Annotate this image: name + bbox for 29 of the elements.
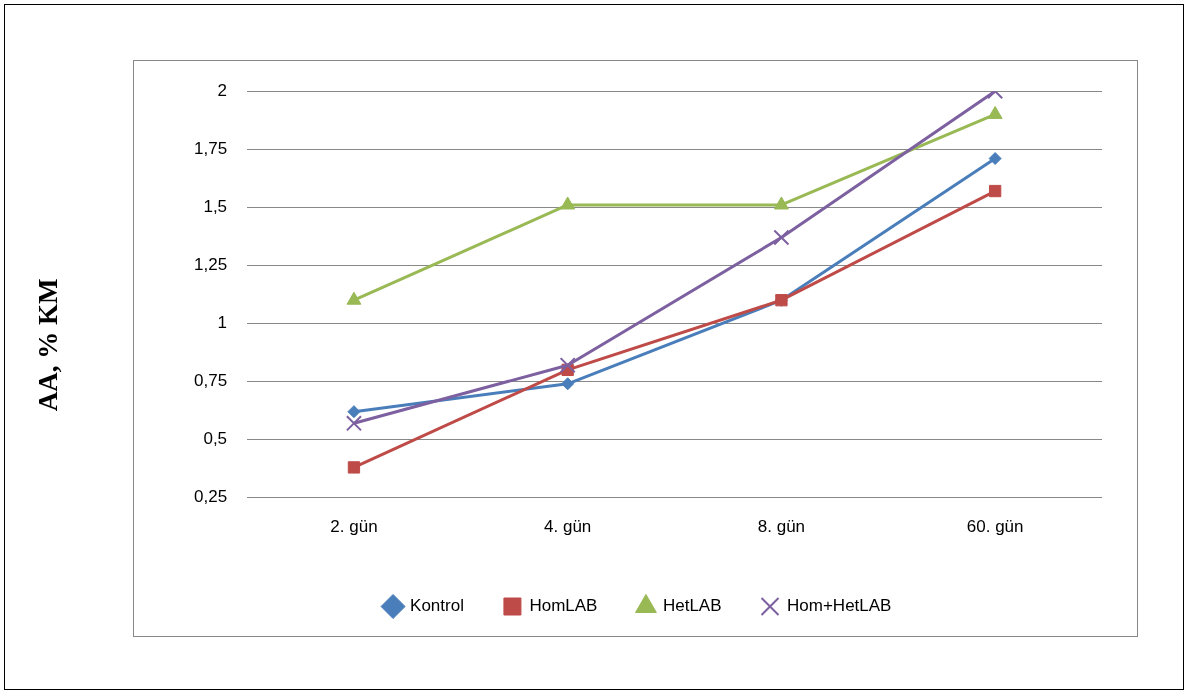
legend-label: HomLAB xyxy=(529,596,598,616)
y-tick-label: 1,25 xyxy=(193,255,228,275)
x-tick-label: 8. gün xyxy=(757,517,806,537)
x-tick-label: 4. gün xyxy=(544,517,592,537)
x-tick-label: 2. gün xyxy=(330,517,378,537)
point xyxy=(987,105,1003,119)
y-tick-label: 1 xyxy=(217,313,228,333)
point xyxy=(347,461,361,474)
point xyxy=(988,152,1002,166)
legend-label: Hom+HetLAB xyxy=(787,596,892,616)
y-tick-label: 1,75 xyxy=(193,138,228,158)
y-tick-label: 0,25 xyxy=(193,487,228,507)
point xyxy=(559,357,576,374)
y-tick-label: 1,5 xyxy=(203,197,228,216)
point xyxy=(561,377,575,391)
legend-label: HetLAB xyxy=(662,596,722,616)
y-tick-label: 0,75 xyxy=(193,371,228,391)
point xyxy=(988,184,1002,198)
point xyxy=(345,415,363,432)
point xyxy=(773,229,790,246)
x-tick-label: 60. gün xyxy=(966,517,1024,537)
y-axis-title: AA, % KM xyxy=(32,278,64,412)
y-tick-label: 2 xyxy=(217,80,228,100)
point xyxy=(346,291,362,305)
point xyxy=(560,196,576,210)
point xyxy=(347,405,361,419)
point xyxy=(773,196,789,210)
legend-label: Kontrol xyxy=(410,596,464,616)
y-tick-label: 0,5 xyxy=(203,429,228,449)
